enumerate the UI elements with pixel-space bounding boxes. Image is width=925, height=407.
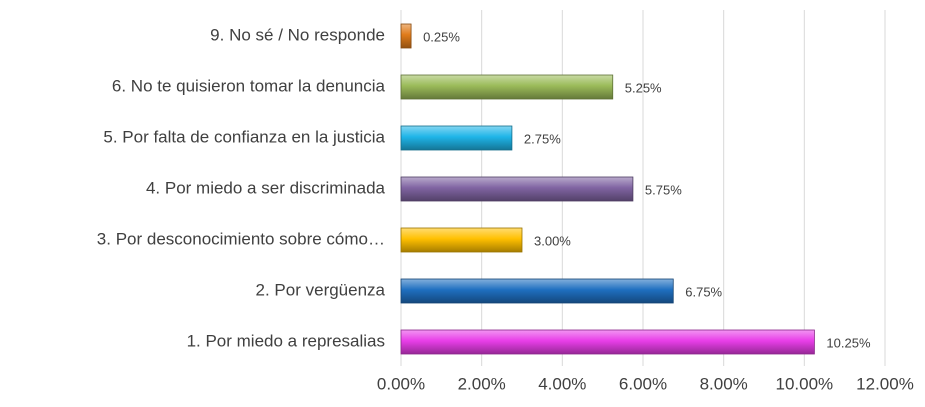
bar (400, 125, 513, 151)
x-tick-label: 8.00% (700, 374, 748, 393)
x-tick-label: 10.00% (775, 374, 833, 393)
bar (400, 23, 412, 49)
x-tick-label: 6.00% (619, 374, 667, 393)
value-label: 10.25% (826, 335, 871, 350)
value-label: 5.75% (645, 182, 682, 197)
category-label: 3. Por desconocimiento sobre cómo… (97, 229, 385, 248)
bar (400, 74, 614, 100)
x-tick-label: 2.00% (458, 374, 506, 393)
value-label: 3.00% (534, 233, 571, 248)
category-label: 9. No sé / No responde (210, 25, 385, 44)
bar (400, 278, 674, 304)
bar (400, 329, 815, 355)
category-label: 6. No te quisieron tomar la denuncia (112, 76, 386, 95)
category-label: 2. Por vergüenza (256, 280, 386, 299)
bar (400, 227, 523, 253)
x-tick-label: 4.00% (538, 374, 586, 393)
value-label: 0.25% (423, 29, 460, 44)
category-label: 1. Por miedo a represalias (187, 331, 385, 350)
value-label: 2.75% (524, 131, 561, 146)
value-label: 6.75% (685, 284, 722, 299)
value-label: 5.25% (625, 80, 662, 95)
category-label: 5. Por falta de confianza en la justicia (103, 127, 385, 146)
x-tick-label: 12.00% (856, 374, 914, 393)
x-tick-label: 0.00% (377, 374, 425, 393)
category-label: 4. Por miedo a ser discriminada (146, 178, 386, 197)
bar (400, 176, 634, 202)
